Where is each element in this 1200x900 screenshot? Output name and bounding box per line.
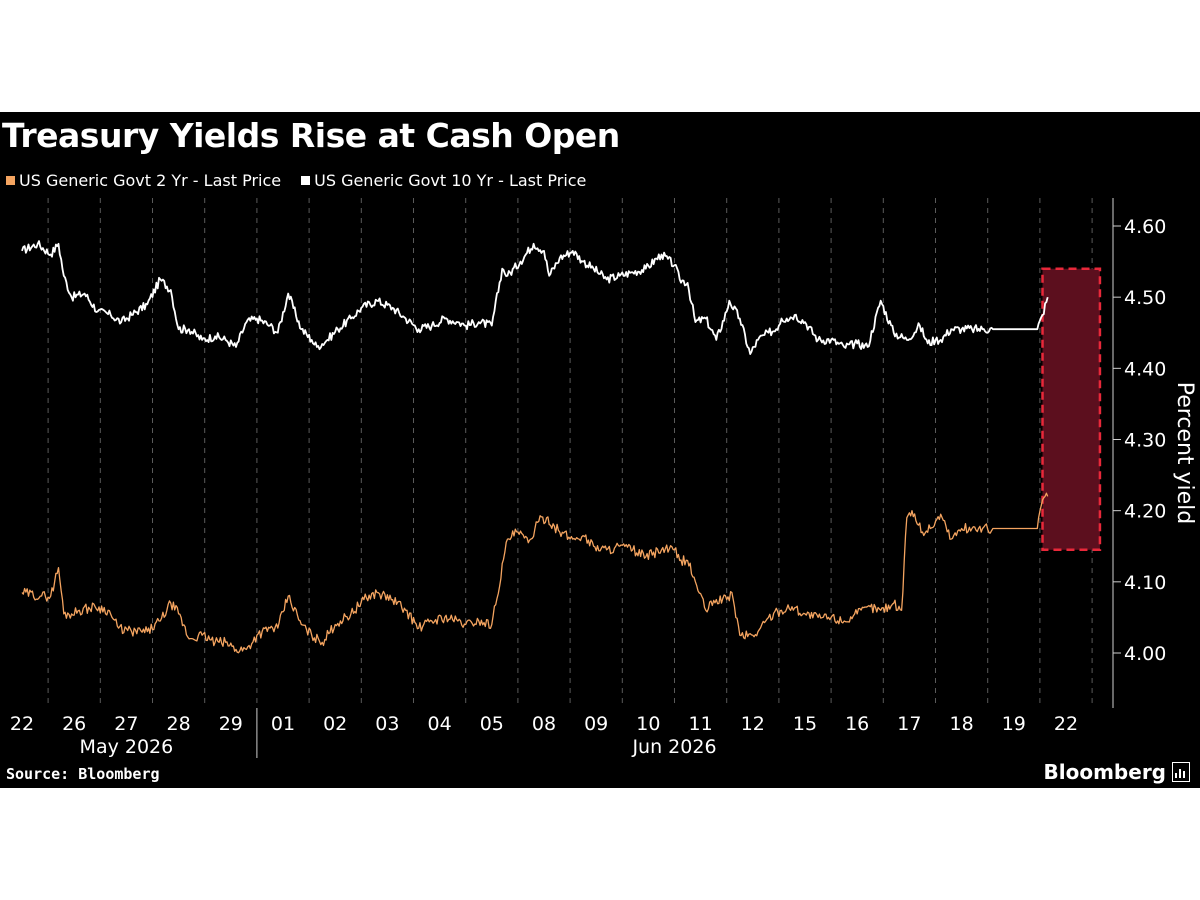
brand-logo: Bloomberg bbox=[1044, 760, 1190, 784]
x-tick-label: 02 bbox=[323, 713, 347, 735]
x-tick-label: 08 bbox=[532, 713, 556, 735]
x-tick-label: 16 bbox=[845, 713, 869, 735]
legend-swatch-2yr bbox=[6, 176, 15, 185]
brand-name: Bloomberg bbox=[1043, 760, 1166, 784]
x-tick-label: 27 bbox=[114, 713, 138, 735]
x-tick-label: 10 bbox=[636, 713, 660, 735]
chart-title: Treasury Yields Rise at Cash Open bbox=[2, 116, 620, 155]
x-tick-label: 11 bbox=[689, 713, 713, 735]
legend-label-10yr: US Generic Govt 10 Yr - Last Price bbox=[314, 171, 587, 190]
legend-item-10yr: US Generic Govt 10 Yr - Last Price bbox=[301, 171, 586, 190]
x-tick-label: 22 bbox=[1054, 713, 1078, 735]
month-label: Jun 2026 bbox=[631, 736, 716, 758]
axis-labels: 4.00 4.10 4.20 4.30 4.40 4.50 4.60 Percent yiel… bbox=[10, 216, 1197, 758]
x-tick-label: 09 bbox=[584, 713, 608, 735]
highlight-region bbox=[1041, 267, 1102, 552]
source-note: Source: Bloomberg bbox=[6, 765, 160, 783]
x-tick-label: 17 bbox=[897, 713, 921, 735]
y-axis-label: Percent yield bbox=[1172, 382, 1197, 525]
y-tick-label: 4.50 bbox=[1124, 287, 1166, 309]
legend-swatch-10yr bbox=[301, 176, 311, 185]
series-lines bbox=[21, 240, 1049, 654]
legend: US Generic Govt 2 Yr - Last Price US Gen… bbox=[6, 171, 606, 190]
x-tick-label: 04 bbox=[428, 713, 452, 735]
chart-icon bbox=[1172, 762, 1190, 782]
y-tick-label: 4.20 bbox=[1124, 501, 1166, 523]
chart-panel bbox=[0, 112, 1200, 788]
y-tick-label: 4.10 bbox=[1124, 572, 1166, 594]
grid-lines bbox=[47, 198, 1093, 708]
x-tick-label: 05 bbox=[480, 713, 504, 735]
y-tick-label: 4.60 bbox=[1124, 216, 1166, 238]
axes bbox=[256, 198, 1121, 758]
x-tick-label: 29 bbox=[219, 713, 243, 735]
x-tick-label: 19 bbox=[1002, 713, 1026, 735]
series-line-10yr bbox=[21, 240, 1049, 355]
x-tick-label: 12 bbox=[741, 713, 765, 735]
x-tick-label: 15 bbox=[793, 713, 817, 735]
x-tick-label: 22 bbox=[10, 713, 34, 735]
x-tick-label: 28 bbox=[167, 713, 191, 735]
x-tick-label: 26 bbox=[62, 713, 86, 735]
highlight-box bbox=[1041, 267, 1102, 552]
x-tick-label: 03 bbox=[375, 713, 399, 735]
y-tick-label: 4.00 bbox=[1124, 643, 1166, 665]
legend-item-2yr: US Generic Govt 2 Yr - Last Price bbox=[6, 171, 281, 190]
x-tick-label: 01 bbox=[271, 713, 295, 735]
legend-label-2yr: US Generic Govt 2 Yr - Last Price bbox=[19, 171, 282, 190]
series-line-2yr bbox=[21, 492, 1049, 654]
month-label: May 2026 bbox=[80, 736, 174, 758]
y-tick-label: 4.30 bbox=[1124, 430, 1166, 452]
x-tick-label: 18 bbox=[950, 713, 974, 735]
y-tick-label: 4.40 bbox=[1124, 358, 1166, 380]
